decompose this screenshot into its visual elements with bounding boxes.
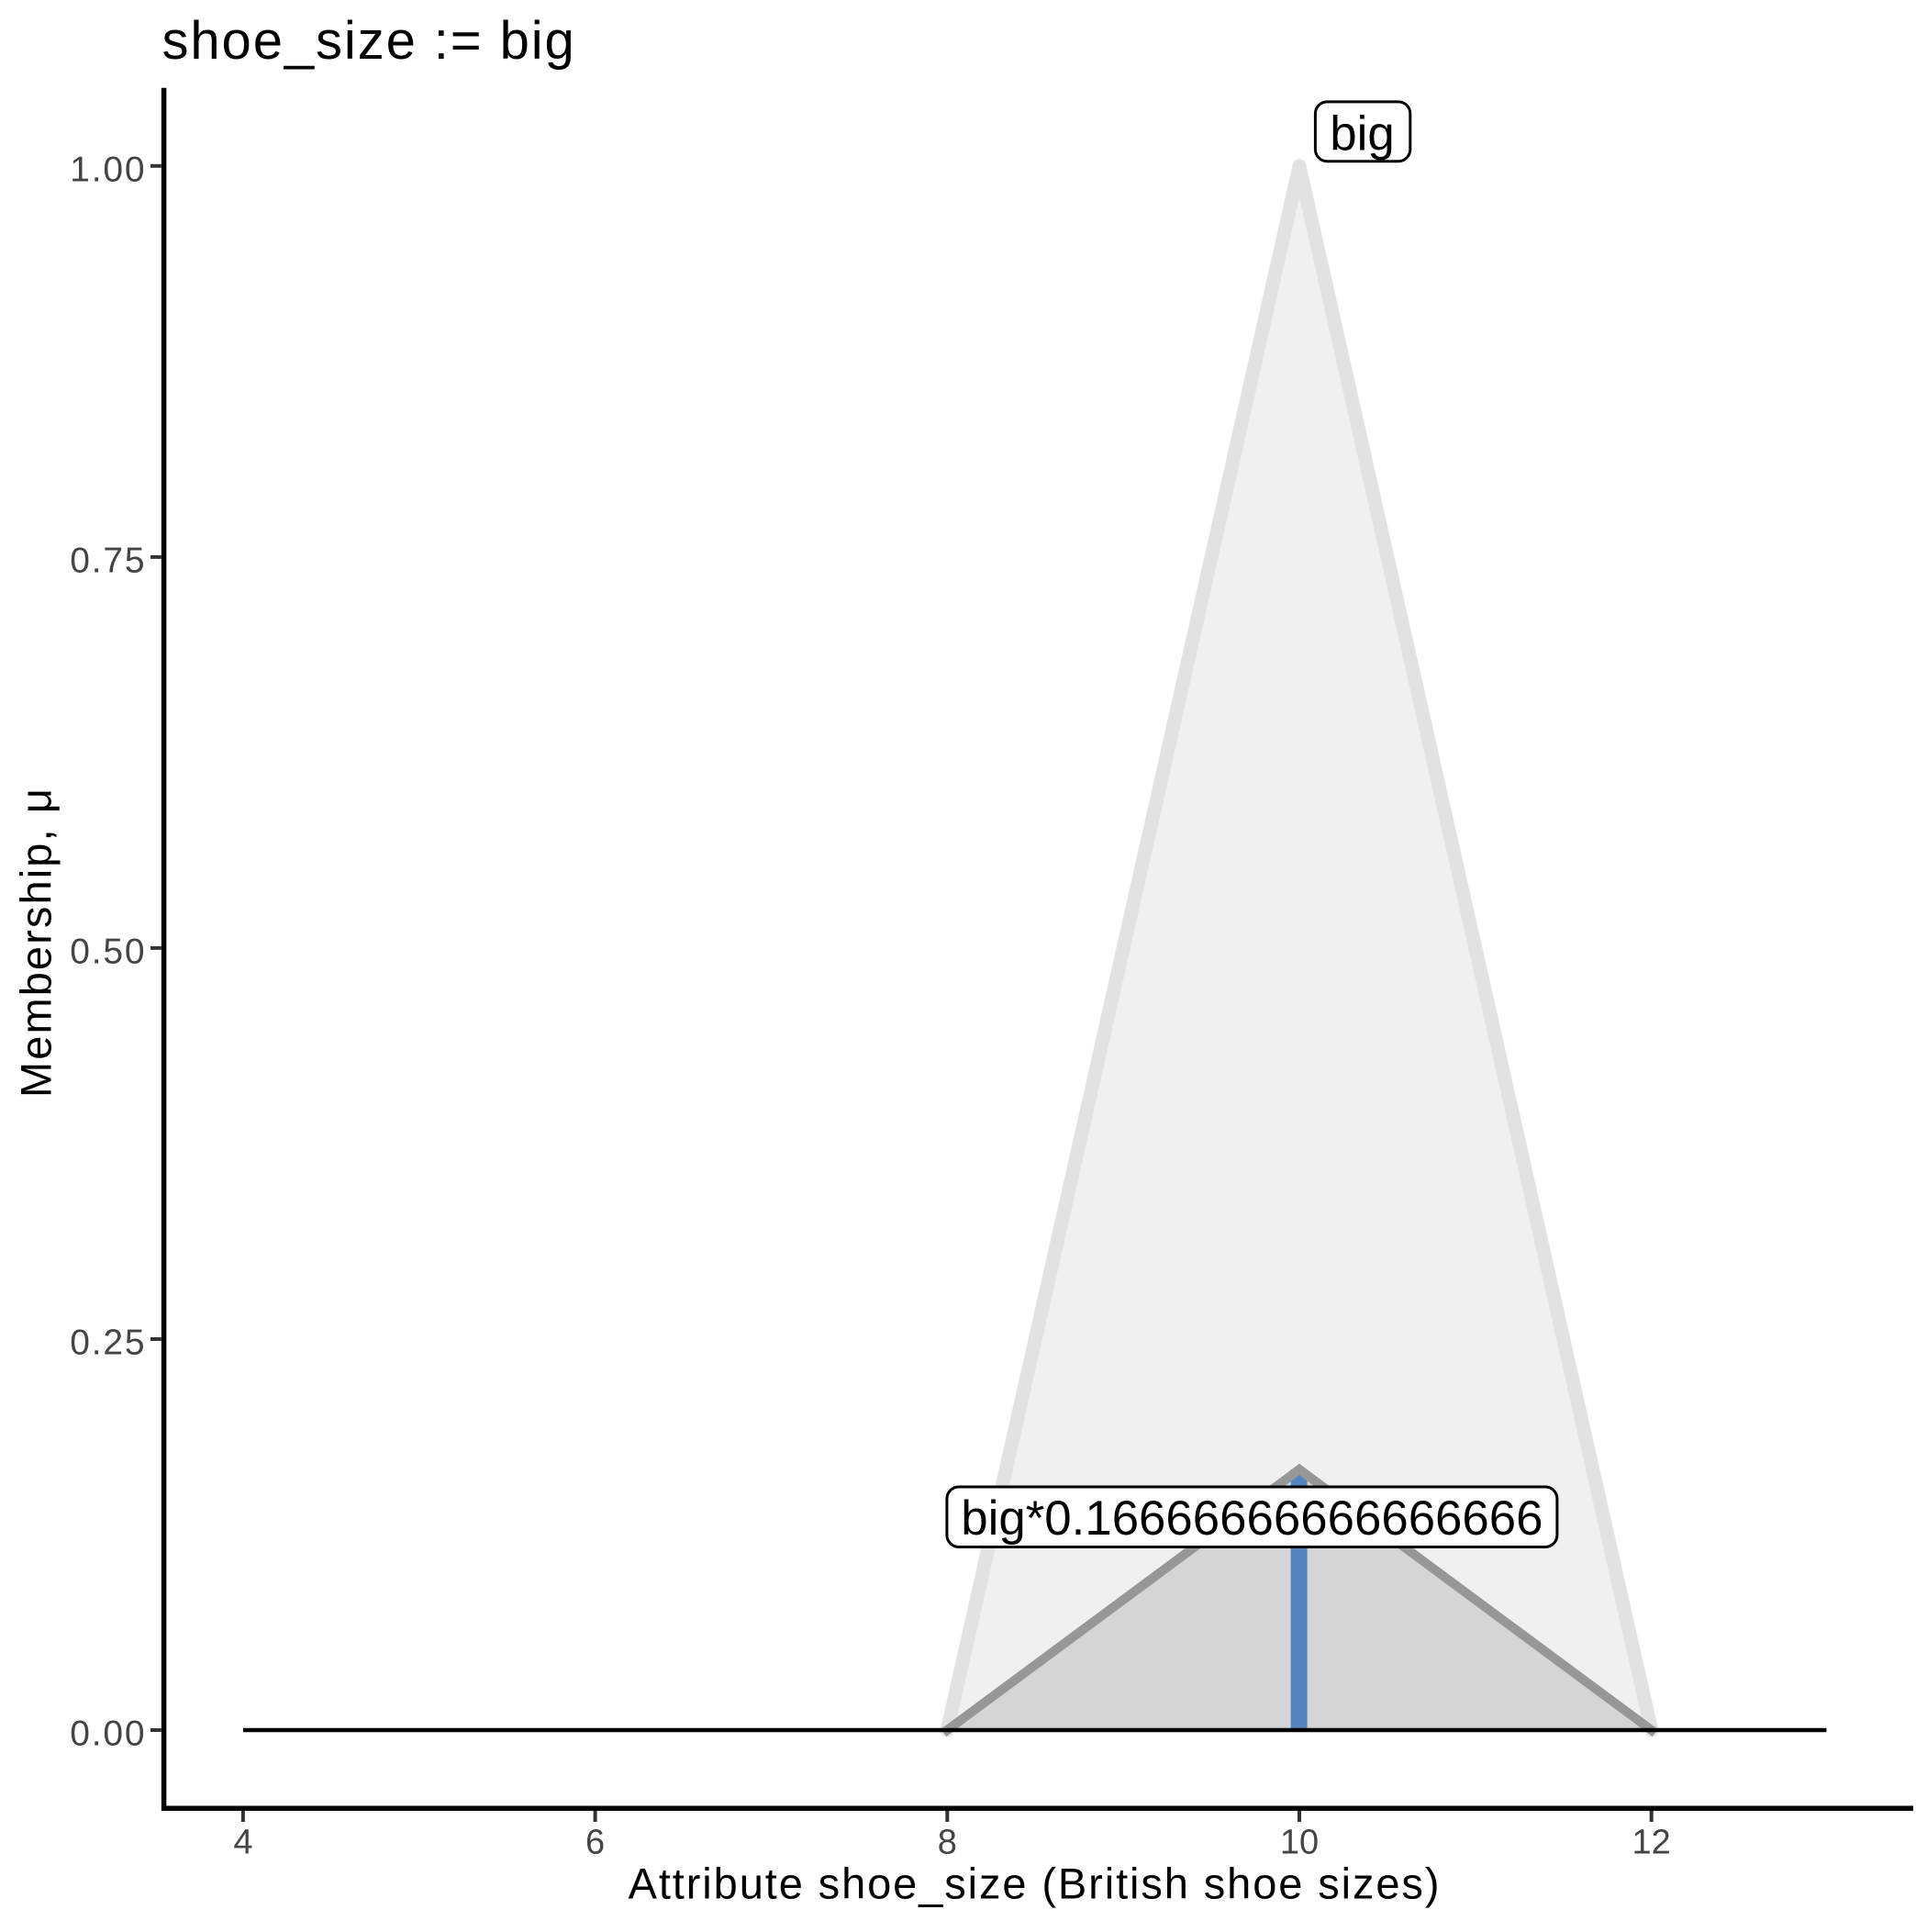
svg-text:0.00: 0.00 [70,1714,146,1754]
svg-text:Attribute shoe_size (British s: Attribute shoe_size (British shoe sizes) [629,1859,1442,1907]
svg-text:0.75: 0.75 [70,541,146,580]
svg-text:0.25: 0.25 [70,1323,146,1363]
svg-text:big*0.16666666666666666: big*0.16666666666666666 [961,1491,1543,1546]
svg-text:4: 4 [233,1823,252,1861]
svg-text:big: big [1330,107,1394,162]
svg-text:0.50: 0.50 [70,932,146,971]
svg-text:1.00: 1.00 [70,150,146,189]
svg-text:shoe_size := big: shoe_size := big [162,11,576,71]
svg-text:12: 12 [1632,1823,1671,1861]
svg-text:10: 10 [1280,1823,1319,1861]
svg-text:8: 8 [938,1823,957,1861]
svg-text:Membership, μ: Membership, μ [12,787,61,1098]
svg-text:6: 6 [585,1823,605,1861]
